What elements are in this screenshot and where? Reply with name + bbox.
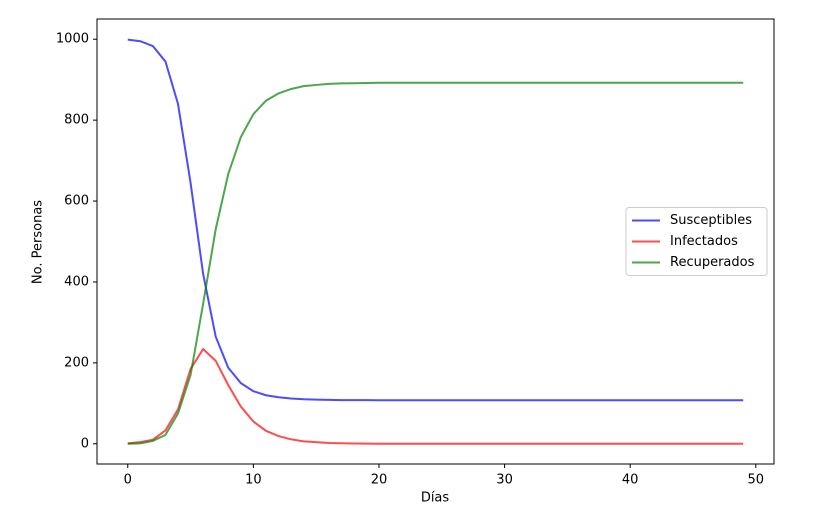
x-tick-label: 50	[748, 473, 765, 488]
x-tick-label: 30	[496, 473, 513, 488]
plot-frame	[96, 18, 775, 465]
y-tick-label: 800	[64, 113, 89, 128]
y-tick-label: 400	[64, 274, 89, 289]
x-tick-label: 20	[371, 473, 388, 488]
x-tick-label: 40	[622, 473, 639, 488]
legend-label: Susceptibles	[670, 213, 752, 228]
x-axis-label: Días	[421, 491, 450, 506]
legend-label: Infectados	[670, 234, 738, 249]
x-tick-label: 10	[245, 473, 262, 488]
y-tick-label: 600	[64, 194, 89, 209]
legend-label: Recuperados	[670, 255, 755, 270]
y-axis-label: No. Personas	[31, 200, 46, 284]
series-line	[127, 81, 744, 445]
y-tick-label: 1000	[56, 32, 89, 47]
y-tick-label: 0	[81, 436, 89, 451]
x-tick-label: 0	[124, 473, 132, 488]
series-line	[127, 38, 744, 402]
y-tick-label: 200	[64, 355, 89, 370]
legend-box	[625, 207, 768, 276]
series-line	[127, 347, 744, 445]
